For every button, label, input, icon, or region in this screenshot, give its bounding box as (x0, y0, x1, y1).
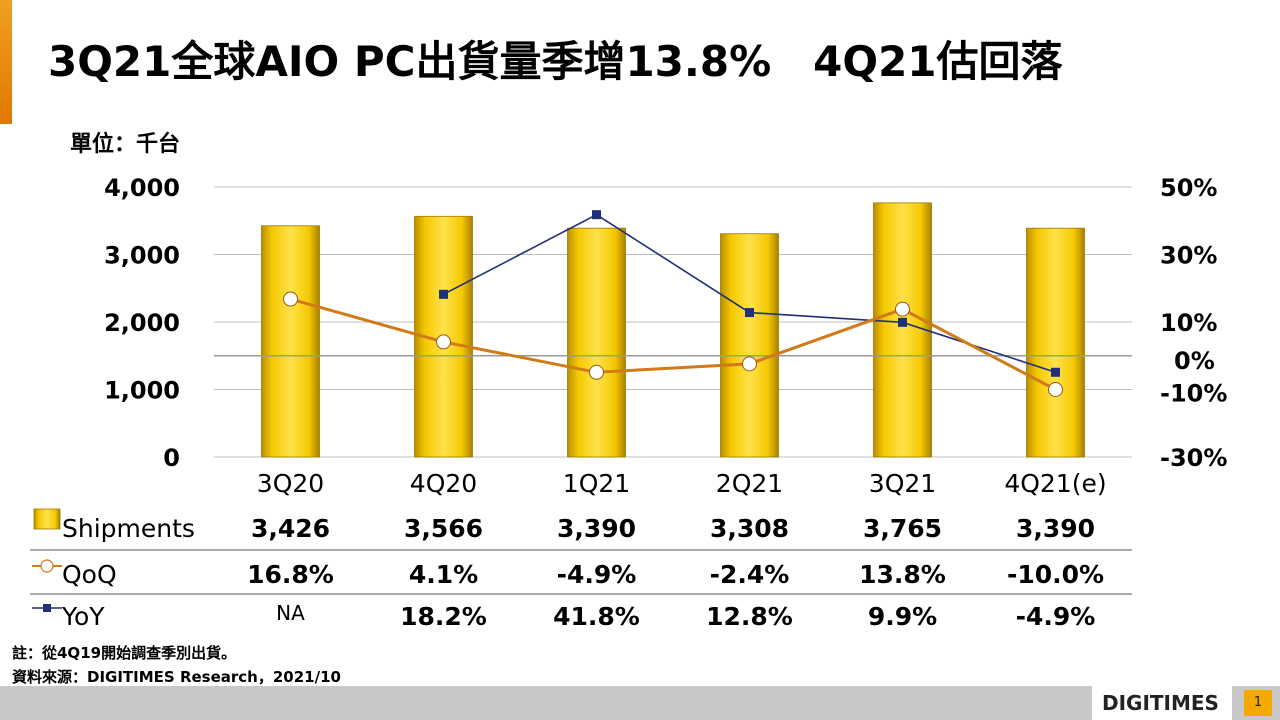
legend-key-qoq-marker (40, 559, 54, 573)
table-cell: -10.0% (1007, 560, 1104, 589)
table-row-label: QoQ (62, 560, 117, 589)
table-cell: 3,390 (557, 514, 636, 543)
table-cell: 3,426 (251, 514, 330, 543)
marker-qoq (742, 356, 757, 372)
y-right-tick-label: 0% (1174, 347, 1215, 375)
bar-shipments (1026, 227, 1085, 458)
table-cell: 4.1% (409, 560, 478, 589)
chart: 0 1,000 2,000 3,000 4,000 -30% -10% 0% 10% 30% 50%… (30, 174, 1227, 631)
footnote: 註：從4Q19開始調查季別出貨。 (12, 644, 237, 662)
table-row-label: Shipments (62, 514, 195, 543)
marker-qoq (589, 364, 604, 380)
marker-qoq (436, 334, 451, 350)
table-cell: 18.2% (400, 602, 487, 631)
x-tick-label: 3Q21 (869, 469, 936, 498)
accent-bar (0, 0, 12, 124)
y-left-tick-label: 4,000 (104, 174, 180, 202)
x-tick-label: 4Q21(e) (1004, 469, 1106, 498)
y-right-tick-label: 50% (1160, 174, 1217, 202)
bar-shipments (720, 233, 779, 458)
y-right-tick-label: 10% (1160, 309, 1217, 337)
footer-bar: DIGITIMES 1 (0, 686, 1280, 720)
unit-label: 單位：千台 (70, 132, 181, 157)
x-tick-label: 4Q20 (410, 469, 477, 498)
digitimes-logo: DIGITIMES (1102, 691, 1219, 715)
source-note: 資料來源：DIGITIMES Research，2021/10 (12, 668, 341, 686)
logo-box: DIGITIMES (1092, 686, 1232, 720)
table-cell: 3,566 (404, 514, 483, 543)
bar-shipments (873, 202, 932, 458)
marker-yoy (592, 210, 601, 220)
marker-qoq (283, 291, 298, 307)
y-right-tick-label: -30% (1160, 444, 1227, 472)
y-left-tick-label: 1,000 (104, 377, 180, 405)
legend-key-shipments (33, 508, 61, 530)
x-tick-label: 1Q21 (563, 469, 630, 498)
marker-qoq (1048, 382, 1063, 397)
table-cell: 13.8% (859, 560, 946, 589)
table-cell: -2.4% (710, 560, 790, 589)
x-tick-label: 2Q21 (716, 469, 783, 498)
marker-yoy (745, 308, 754, 318)
page-title: 3Q21全球AIO PC出貨量季增13.8% 4Q21估回落 (48, 37, 1063, 86)
y-left-tick-label: 2,000 (104, 309, 180, 337)
x-tick-label: 3Q20 (257, 469, 324, 498)
bar-shipments (567, 227, 626, 458)
y-right-tick-label: -10% (1160, 380, 1227, 408)
bar-shipments (261, 225, 320, 458)
marker-yoy (1051, 367, 1060, 377)
table-cell: NA (276, 601, 305, 625)
table-cell: 9.9% (868, 602, 937, 631)
table-cell: 41.8% (553, 602, 640, 631)
table-cell: 16.8% (247, 560, 334, 589)
y-left-tick-label: 0 (163, 444, 180, 472)
table-row-label: YoY (61, 602, 105, 631)
table-cell: 3,765 (863, 514, 942, 543)
table-cell: -4.9% (1016, 602, 1096, 631)
series-line-qoq (290, 297, 1057, 391)
legend-key-yoy-marker (43, 604, 51, 612)
page-number: 1 (1244, 690, 1272, 716)
table-cell: 12.8% (706, 602, 793, 631)
table-cell: -4.9% (557, 560, 637, 589)
marker-yoy (898, 317, 907, 327)
table-cell: 3,308 (710, 514, 789, 543)
marker-yoy (439, 289, 448, 299)
marker-qoq (895, 301, 910, 317)
y-left-tick-label: 3,000 (104, 242, 180, 270)
table-cell: 3,390 (1016, 514, 1095, 543)
y-right-tick-label: 30% (1160, 242, 1217, 270)
